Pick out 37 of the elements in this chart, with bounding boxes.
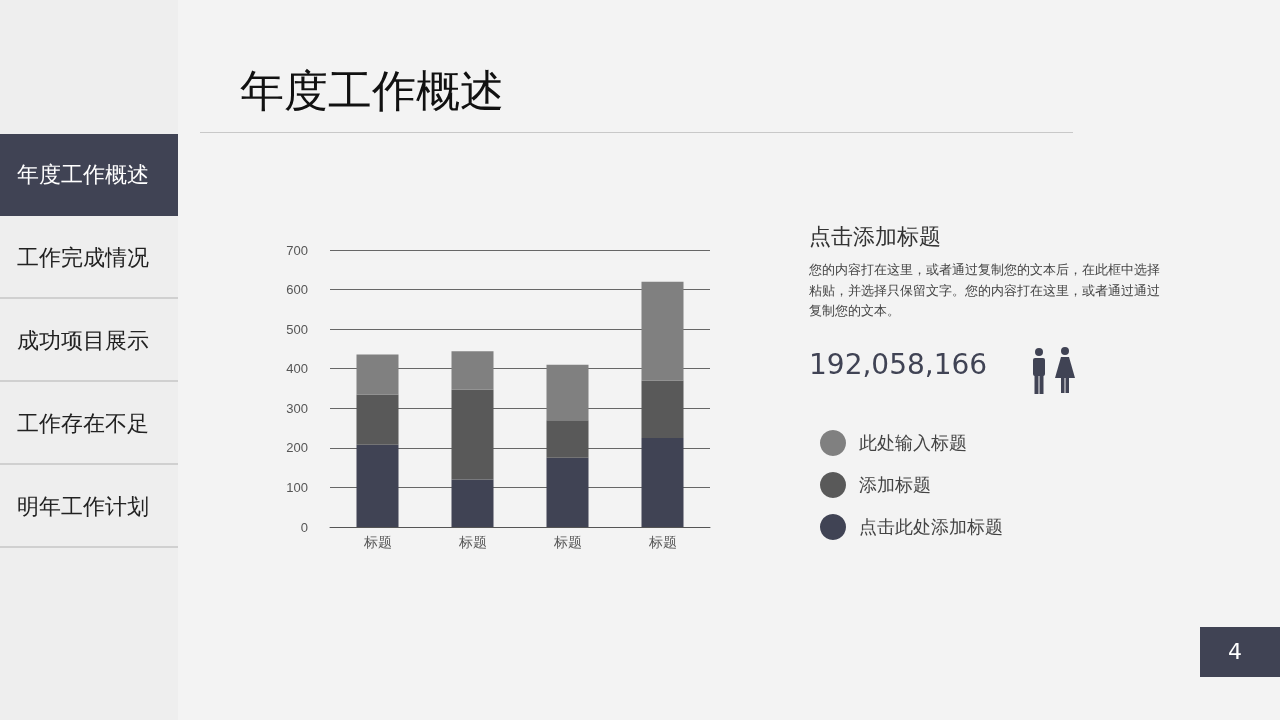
y-tick-label: 600	[286, 282, 308, 298]
bar	[356, 444, 399, 527]
y-tick-label: 200	[286, 440, 308, 456]
x-tick-label: 标题	[362, 534, 392, 550]
bar	[641, 380, 684, 438]
x-tick-label: 标题	[647, 534, 677, 550]
text: 成功项目展示	[0, 300, 178, 382]
y-tick-label: 400	[286, 361, 308, 377]
bar	[451, 479, 494, 527]
bar	[546, 420, 589, 458]
legend-label: 添加标题	[859, 475, 931, 495]
y-tick-label: 0	[300, 519, 308, 535]
bar	[451, 351, 494, 390]
bar	[546, 457, 589, 527]
text: 工作完成情况	[0, 217, 178, 299]
x-tick-label: 标题	[552, 534, 582, 550]
chart-title: 年度工作概述	[240, 64, 504, 118]
bar	[451, 389, 494, 480]
text: 您的内容打在这里，或者通过复制您的文本后，在此框中选择粘贴，并选择只保留文字。您的内容打在这里，或者通过通过复制您的文本。	[809, 261, 1161, 320]
bar	[356, 394, 399, 445]
y-tick-label: 100	[286, 479, 308, 495]
bar	[356, 354, 399, 395]
y-tick-label: 700	[286, 242, 308, 258]
text: 点击添加标题	[809, 223, 941, 251]
y-tick-label: 300	[286, 400, 308, 416]
text: 年度工作概述	[0, 134, 178, 216]
bar	[546, 364, 589, 421]
text: 明年工作计划	[0, 466, 178, 548]
legend-label: 点击此处添加标题	[859, 517, 1003, 537]
x-tick-label: 标题	[457, 534, 487, 550]
y-tick-label: 500	[286, 321, 308, 337]
bar	[641, 437, 684, 527]
text: 工作存在不足	[0, 383, 178, 465]
legend-label: 此处输入标题	[859, 433, 967, 453]
text: 4	[1200, 627, 1280, 677]
text: 192,058,166	[809, 348, 988, 381]
bar	[641, 281, 684, 381]
